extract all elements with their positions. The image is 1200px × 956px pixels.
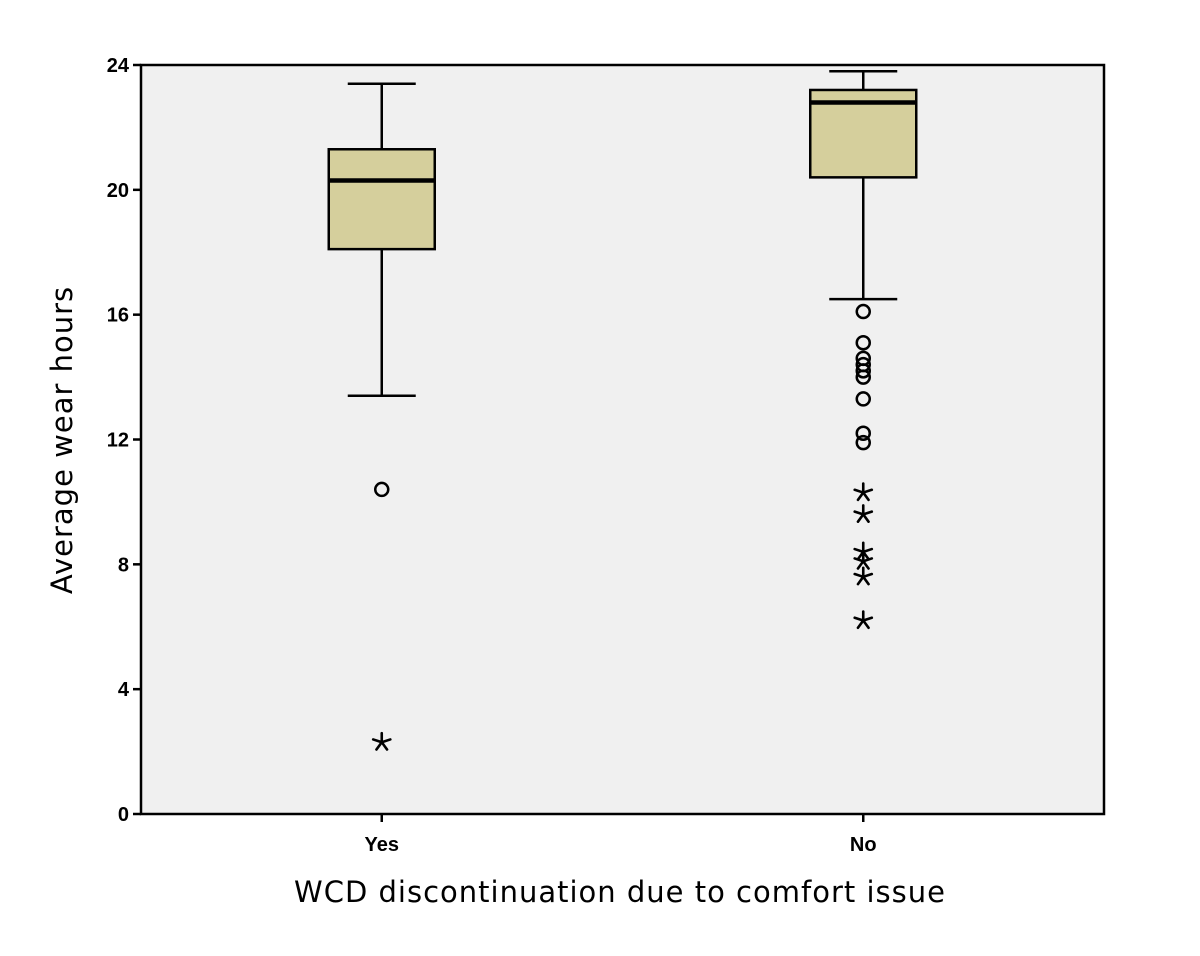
x-axis: Yes No	[365, 814, 877, 856]
y-axis-label: Average wear hours	[45, 286, 79, 594]
extreme-point-stroke	[856, 575, 865, 586]
outlier-point	[855, 369, 871, 385]
extreme-point-stroke	[861, 491, 870, 502]
extreme-point-stroke	[861, 513, 870, 523]
extreme-point	[371, 731, 392, 751]
extreme-point-stroke	[853, 510, 865, 516]
extreme-point	[853, 504, 874, 523]
extreme-point	[853, 610, 874, 630]
extreme-point-stroke	[380, 738, 392, 744]
extreme-point-stroke	[856, 619, 865, 630]
x-tick-label: No	[850, 834, 877, 856]
extreme-point-stroke	[856, 559, 865, 570]
y-tick-label: 20	[107, 180, 129, 202]
outlier-point	[374, 481, 390, 498]
extreme-point-stroke	[861, 488, 874, 494]
extreme-point-stroke	[861, 616, 874, 622]
box-no	[809, 69, 918, 630]
extreme-point-stroke	[861, 619, 870, 630]
y-tick-label: 16	[107, 305, 129, 327]
y-tick-label: 12	[107, 430, 129, 452]
y-tick-label: 8	[118, 554, 129, 576]
iqr-box	[327, 148, 436, 251]
y-tick-label: 4	[118, 679, 130, 701]
extreme-point-stroke	[861, 557, 874, 563]
extreme-point-stroke	[856, 513, 865, 523]
extreme-point	[853, 566, 874, 586]
extreme-point-stroke	[853, 572, 865, 579]
outlier-point	[855, 425, 871, 442]
extreme-point-stroke	[380, 740, 389, 751]
extreme-point-stroke	[853, 488, 865, 494]
extreme-point-stroke	[861, 572, 874, 579]
extreme-point-stroke	[375, 740, 384, 751]
y-tick-label: 0	[118, 804, 129, 826]
extreme-point-stroke	[371, 738, 384, 744]
box-yes	[327, 82, 436, 751]
extreme-point	[853, 550, 874, 570]
boxes	[327, 69, 918, 751]
extreme-point-stroke	[861, 575, 870, 586]
extreme-point-stroke	[861, 547, 874, 554]
extreme-point	[853, 482, 874, 502]
extreme-point-stroke	[853, 557, 865, 563]
x-tick-label: Yes	[365, 834, 399, 856]
outlier-point	[855, 335, 871, 351]
outlier-point	[855, 391, 871, 407]
extreme-point-stroke	[853, 616, 865, 622]
outlier-point	[855, 303, 871, 320]
outlier-point	[855, 363, 871, 379]
x-axis-label: WCD discontinuation due to comfort issue	[294, 875, 946, 909]
extreme-point-stroke	[861, 559, 870, 570]
plot-area	[139, 63, 1106, 816]
extreme-point-stroke	[853, 547, 865, 554]
y-tick-label: 24	[107, 55, 130, 77]
outlier-point	[855, 434, 871, 451]
y-axis: 0 4 8 12 16 20 24	[107, 55, 141, 826]
extreme-point-stroke	[861, 510, 874, 516]
extreme-point-stroke	[856, 491, 865, 502]
